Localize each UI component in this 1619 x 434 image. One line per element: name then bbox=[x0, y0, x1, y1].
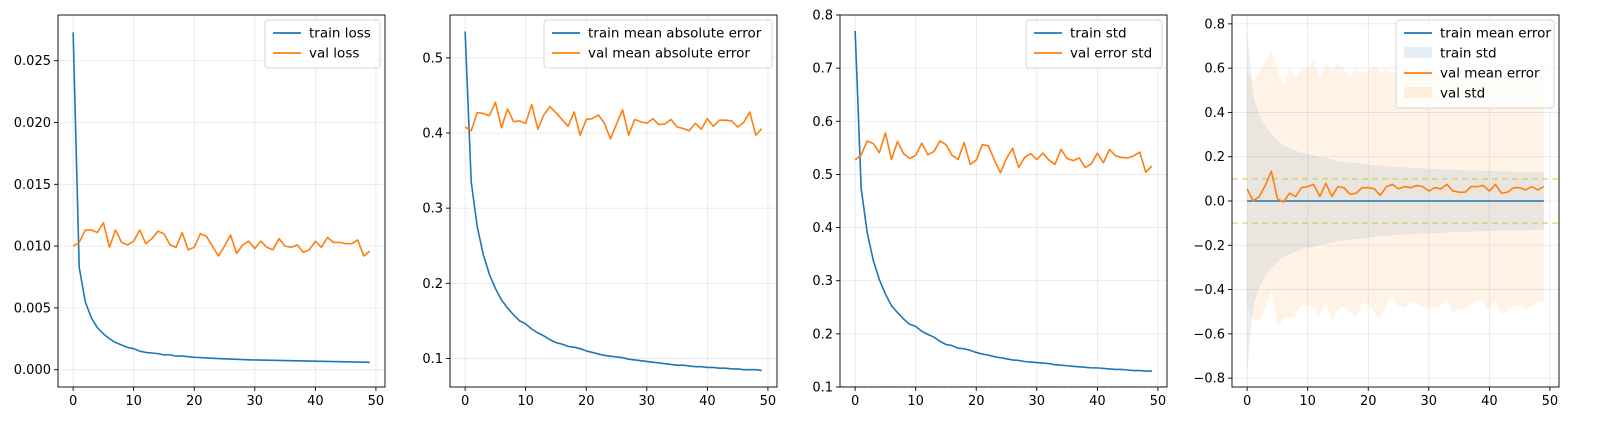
y-tick-label: −0.2 bbox=[1193, 239, 1225, 254]
y-tick-label: 0.015 bbox=[14, 178, 51, 193]
legend-label: train std bbox=[1070, 26, 1127, 42]
series-line-val-error-std bbox=[854, 132, 1153, 174]
legend-label: train mean absolute error bbox=[588, 26, 762, 42]
legend-label: train mean error bbox=[1440, 26, 1551, 42]
x-tick-label: 30 bbox=[1029, 394, 1046, 409]
x-tick-label: 20 bbox=[968, 394, 985, 409]
plot-area bbox=[1232, 30, 1559, 372]
x-tick-label: 0 bbox=[69, 394, 77, 409]
x-tick-label: 40 bbox=[1089, 394, 1106, 409]
y-tick-label: 0.4 bbox=[1204, 106, 1225, 121]
legend-box bbox=[543, 19, 773, 69]
y-tick-label: 0.7 bbox=[812, 62, 833, 77]
subplot-4: 0 10 20 30 40 50 −0.8 −0.6 −0.4 −0.2 0.0 0.2 0.4 0.6 0… bbox=[1193, 14, 1560, 409]
series-line-val-mean-error bbox=[1246, 170, 1545, 203]
y-tick-label: 0.6 bbox=[812, 115, 833, 130]
band-val-std bbox=[1247, 51, 1544, 327]
plot-area bbox=[464, 31, 763, 372]
legend-label: train loss bbox=[309, 26, 371, 42]
y-tick-label: 0.2 bbox=[1204, 150, 1225, 165]
legend-box bbox=[1025, 19, 1163, 69]
y-tick-label: 0.0 bbox=[1204, 195, 1225, 210]
series-line-train-loss bbox=[72, 32, 370, 364]
axes-frame bbox=[57, 14, 386, 388]
legend-label: val std bbox=[1440, 86, 1485, 102]
subplot-3: 0 10 20 30 40 50 0.1 0.2 0.3 0.4 0.5 0.6 0.7 0.8 train… bbox=[812, 9, 1168, 409]
y-tick-label: 0.3 bbox=[812, 274, 833, 289]
x-tick-label: 20 bbox=[1360, 394, 1377, 409]
y-tick-label: 0.005 bbox=[14, 301, 51, 316]
x-tick-label: 10 bbox=[125, 394, 142, 409]
axes-frame bbox=[839, 14, 1168, 388]
x-tick-label: 10 bbox=[907, 394, 924, 409]
subplot-1: 0 10 20 30 40 50 0.000 0.005 0.010 0.015 0.020 0.02… bbox=[14, 14, 386, 409]
x-tick-label: 10 bbox=[1299, 394, 1316, 409]
y-tick-label: 0.000 bbox=[14, 363, 51, 378]
x-tick-label: 30 bbox=[1421, 394, 1438, 409]
legend: train loss val loss bbox=[264, 19, 381, 69]
legend-box bbox=[264, 19, 381, 69]
y-tick-label: 0.8 bbox=[812, 9, 833, 24]
y-tick-label: 0.8 bbox=[1204, 17, 1225, 32]
series-line-train-std bbox=[854, 30, 1152, 372]
y-tick-label: 0.1 bbox=[422, 352, 443, 367]
y-tick-label: 0.4 bbox=[422, 126, 443, 141]
y-tick-label: 0.4 bbox=[812, 221, 833, 236]
y-tick-label: 0.2 bbox=[812, 327, 833, 342]
y-tick-label: 0.1 bbox=[812, 381, 833, 396]
plot-area bbox=[840, 30, 1167, 387]
x-tick-label: 20 bbox=[578, 394, 595, 409]
y-tick-label: 0.025 bbox=[14, 54, 51, 69]
x-tick-label: 40 bbox=[699, 394, 716, 409]
series-line-val-mean-absolute-error bbox=[464, 101, 763, 140]
subplot-2: 0 10 20 30 40 50 0.1 0.2 0.3 0.4 0.5 train mean abs… bbox=[422, 14, 778, 409]
y-tick-label: 0.5 bbox=[422, 51, 443, 66]
legend: train std val error std bbox=[1025, 19, 1163, 69]
y-tick-label: 0.2 bbox=[422, 277, 443, 292]
legend-box bbox=[1395, 19, 1555, 109]
x-tick-label: 30 bbox=[247, 394, 264, 409]
x-tick-label: 40 bbox=[1481, 394, 1498, 409]
y-tick-label: 0.020 bbox=[14, 116, 51, 131]
x-tick-label: 0 bbox=[851, 394, 859, 409]
series-line-val-loss bbox=[72, 221, 371, 257]
y-tick-label: 0.6 bbox=[1204, 62, 1225, 77]
y-tick-label: 0.3 bbox=[422, 202, 443, 217]
x-tick-label: 50 bbox=[1150, 394, 1167, 409]
x-tick-label: 0 bbox=[461, 394, 469, 409]
y-tick-label: 0.010 bbox=[14, 240, 51, 255]
x-tick-label: 0 bbox=[1243, 394, 1251, 409]
legend-swatch bbox=[1404, 87, 1432, 98]
x-tick-label: 30 bbox=[639, 394, 656, 409]
legend: train mean error train std val mean error v… bbox=[1395, 19, 1555, 109]
x-tick-label: 40 bbox=[307, 394, 324, 409]
y-tick-label: −0.8 bbox=[1193, 372, 1225, 387]
x-tick-label: 20 bbox=[186, 394, 203, 409]
legend-label: train std bbox=[1440, 46, 1497, 62]
x-tick-label: 10 bbox=[517, 394, 534, 409]
x-tick-label: 50 bbox=[760, 394, 777, 409]
legend-swatch bbox=[1404, 47, 1432, 58]
series-line-train-mean-absolute-error bbox=[464, 31, 762, 372]
legend-label: val mean error bbox=[1440, 66, 1540, 82]
y-tick-label: −0.4 bbox=[1193, 283, 1225, 298]
legend-label: val error std bbox=[1070, 46, 1152, 62]
x-tick-label: 50 bbox=[1542, 394, 1559, 409]
x-tick-label: 50 bbox=[368, 394, 385, 409]
legend: train mean absolute error val mean absolu… bbox=[543, 19, 773, 69]
axes-frame bbox=[449, 14, 778, 388]
plot-area bbox=[72, 32, 371, 364]
y-tick-label: 0.5 bbox=[812, 168, 833, 183]
y-tick-label: −0.6 bbox=[1193, 327, 1225, 342]
legend-label: val mean absolute error bbox=[588, 46, 750, 62]
legend-label: val loss bbox=[309, 46, 359, 62]
